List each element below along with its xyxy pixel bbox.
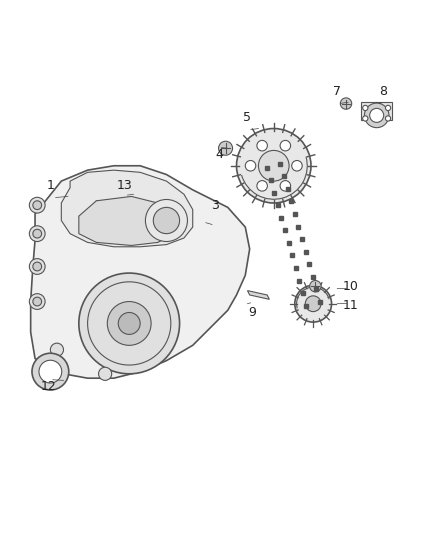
Circle shape xyxy=(29,259,45,274)
Circle shape xyxy=(257,181,267,191)
Circle shape xyxy=(29,294,45,310)
Polygon shape xyxy=(361,102,392,120)
Circle shape xyxy=(99,367,112,381)
Circle shape xyxy=(237,128,311,203)
Circle shape xyxy=(153,207,180,233)
Text: 7: 7 xyxy=(333,85,341,98)
Circle shape xyxy=(295,285,332,322)
Text: 5: 5 xyxy=(244,111,251,124)
Text: 12: 12 xyxy=(40,381,56,393)
Circle shape xyxy=(258,150,289,181)
Circle shape xyxy=(32,353,69,390)
Text: 10: 10 xyxy=(343,280,358,293)
Circle shape xyxy=(280,181,290,191)
Text: 9: 9 xyxy=(248,306,256,319)
Circle shape xyxy=(385,116,391,121)
Circle shape xyxy=(370,108,384,123)
Circle shape xyxy=(340,98,352,109)
Circle shape xyxy=(33,201,42,209)
Circle shape xyxy=(39,360,62,383)
Polygon shape xyxy=(61,170,193,247)
Text: 8: 8 xyxy=(379,85,387,98)
Polygon shape xyxy=(247,290,269,300)
Polygon shape xyxy=(79,197,175,246)
Circle shape xyxy=(29,226,45,241)
Circle shape xyxy=(257,140,267,151)
Circle shape xyxy=(33,262,42,271)
Text: 13: 13 xyxy=(117,179,133,192)
Circle shape xyxy=(305,296,321,312)
Circle shape xyxy=(385,106,391,110)
Text: 4: 4 xyxy=(215,148,223,161)
Circle shape xyxy=(33,297,42,306)
Circle shape xyxy=(280,140,290,151)
Circle shape xyxy=(145,199,187,241)
Text: 1: 1 xyxy=(46,179,54,192)
Circle shape xyxy=(33,229,42,238)
Circle shape xyxy=(363,116,368,121)
Circle shape xyxy=(245,160,256,171)
Circle shape xyxy=(29,197,45,213)
Circle shape xyxy=(292,160,302,171)
Text: 3: 3 xyxy=(211,199,219,212)
Circle shape xyxy=(107,302,151,345)
Circle shape xyxy=(363,106,368,110)
Polygon shape xyxy=(31,166,250,378)
Circle shape xyxy=(118,312,140,334)
Circle shape xyxy=(79,273,180,374)
Text: 11: 11 xyxy=(343,300,358,312)
Circle shape xyxy=(50,343,64,356)
Circle shape xyxy=(310,280,321,292)
Circle shape xyxy=(219,141,233,155)
Circle shape xyxy=(364,103,389,128)
